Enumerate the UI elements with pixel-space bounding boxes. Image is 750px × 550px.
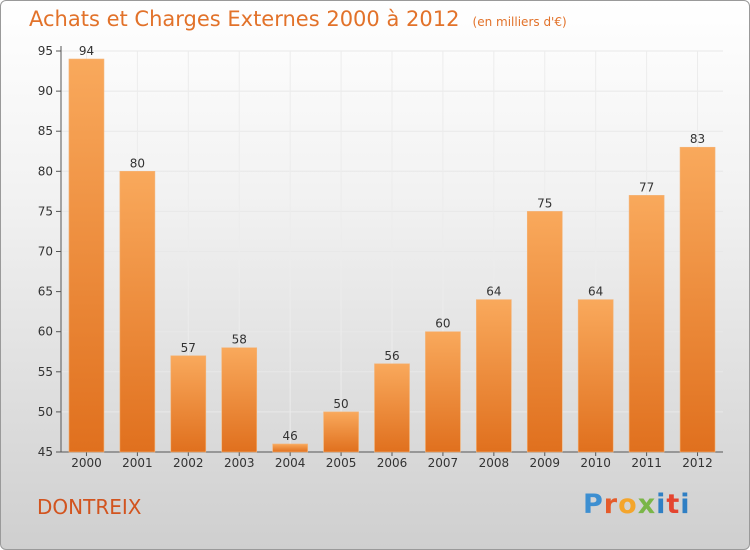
labels: 45 50 55 60 65 70 75 80 85 90 95 94 2000 80 2001 57 2002… — [38, 44, 713, 470]
data-label: 60 — [435, 317, 450, 331]
bar — [374, 363, 410, 453]
x-tick-label: 2007 — [428, 456, 459, 470]
data-label: 58 — [232, 333, 247, 347]
bar — [272, 443, 308, 453]
y-tick-label: 65 — [38, 285, 53, 299]
data-label: 83 — [690, 132, 705, 146]
y-tick-label: 75 — [38, 204, 53, 218]
y-tick-label: 50 — [38, 405, 53, 419]
bar — [221, 347, 258, 453]
y-tick-label: 45 — [38, 445, 53, 459]
x-tick-label: 2012 — [682, 456, 713, 470]
bars — [68, 58, 716, 453]
data-label: 64 — [588, 285, 603, 299]
y-tick-label: 70 — [38, 245, 53, 259]
data-label: 46 — [283, 429, 298, 443]
x-tick-label: 2010 — [580, 456, 611, 470]
data-label: 77 — [639, 180, 654, 194]
data-label: 94 — [79, 44, 94, 58]
bar — [476, 299, 512, 453]
chart-title: Achats et Charges Externes 2000 à 2012 (… — [29, 7, 567, 31]
x-tick-label: 2008 — [479, 456, 510, 470]
bar — [526, 211, 563, 453]
x-tick-label: 2005 — [326, 456, 357, 470]
x-tick-label: 2006 — [377, 456, 408, 470]
data-label: 57 — [181, 341, 196, 355]
commune-name: DONTREIX — [37, 495, 142, 519]
x-tick-label: 2002 — [173, 456, 204, 470]
y-tick-label: 55 — [38, 365, 53, 379]
y-tick-label: 95 — [38, 44, 53, 58]
bar — [628, 195, 665, 453]
y-tick-label: 80 — [38, 164, 53, 178]
x-tick-label: 2009 — [529, 456, 560, 470]
proxiti-logo[interactable]: Proxiti — [583, 489, 691, 520]
bar — [119, 171, 156, 453]
x-tick-label: 2000 — [71, 456, 102, 470]
unit-text: (en milliers d'€) — [472, 15, 567, 29]
data-label: 56 — [384, 349, 399, 363]
data-label: 50 — [333, 397, 348, 411]
data-label: 64 — [486, 285, 501, 299]
x-tick-label: 2001 — [122, 456, 153, 470]
y-tick-label: 60 — [38, 325, 53, 339]
bar — [68, 58, 105, 453]
bar — [577, 299, 614, 453]
bar — [679, 146, 716, 453]
bar — [323, 411, 359, 453]
bar — [170, 355, 207, 453]
data-label: 80 — [130, 156, 145, 170]
y-tick-label: 85 — [38, 124, 53, 138]
bar — [425, 331, 461, 453]
x-tick-label: 2003 — [224, 456, 255, 470]
x-tick-label: 2004 — [275, 456, 306, 470]
x-tick-label: 2011 — [631, 456, 662, 470]
title-text: Achats et Charges Externes 2000 à 2012 — [29, 7, 460, 31]
y-tick-label: 90 — [38, 84, 53, 98]
data-label: 75 — [537, 196, 552, 210]
